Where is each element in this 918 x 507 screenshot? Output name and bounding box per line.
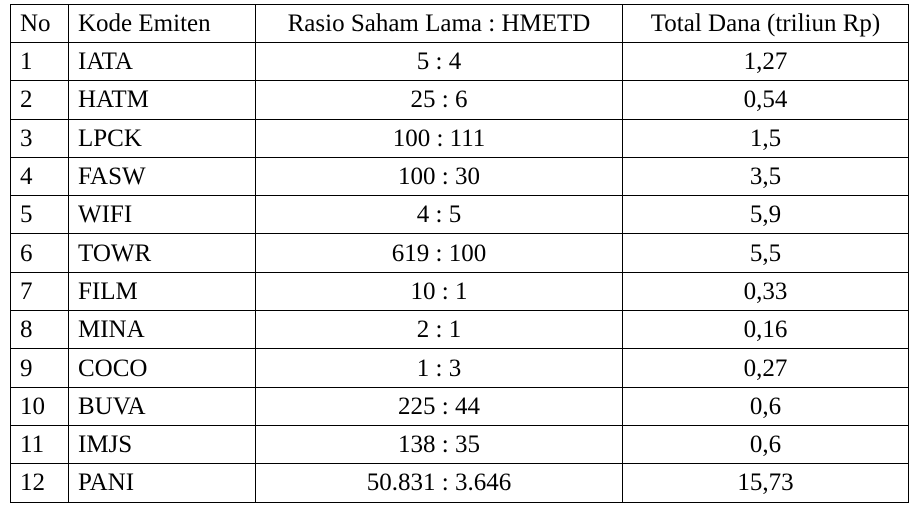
table-cell: 5 bbox=[10, 195, 69, 235]
data-table: No Kode Emiten Rasio Saham Lama : HMETD … bbox=[10, 4, 909, 503]
table-row: 2 HATM 25 : 6 0,54 bbox=[10, 80, 909, 120]
table-cell: 1,5 bbox=[622, 118, 909, 158]
table-row: 1 IATA 5 : 4 1,27 bbox=[10, 41, 909, 82]
table-cell: 0,33 bbox=[622, 271, 909, 312]
table-cell: 3 bbox=[10, 118, 69, 158]
table-cell: 0,6 bbox=[622, 386, 909, 426]
table-body: 1 IATA 5 : 4 1,27 2 HATM 25 : 6 0,54 3 LPCK 100 : … bbox=[10, 41, 909, 503]
table-cell: COCO bbox=[68, 348, 256, 388]
table-row: 10 BUVA 225 : 44 0,6 bbox=[10, 386, 909, 426]
table-cell: 138 : 35 bbox=[255, 424, 623, 465]
table-cell: MINA bbox=[68, 310, 256, 350]
table-cell: 25 : 6 bbox=[255, 80, 623, 120]
table-cell: 9 bbox=[10, 348, 69, 388]
table-cell: 100 : 111 bbox=[255, 118, 623, 158]
header-cell: Total Dana (triliun Rp) bbox=[622, 4, 909, 43]
table-cell: 0,6 bbox=[622, 424, 909, 465]
table-cell: 100 : 30 bbox=[255, 156, 623, 197]
table-cell: 619 : 100 bbox=[255, 233, 623, 273]
table-row: 3 LPCK 100 : 111 1,5 bbox=[10, 118, 909, 158]
table-row: 8 MINA 2 : 1 0,16 bbox=[10, 310, 909, 350]
table-cell: 50.831 : 3.646 bbox=[255, 463, 623, 503]
table-cell: 8 bbox=[10, 310, 69, 350]
table-cell: 2 bbox=[10, 80, 69, 120]
table-cell: 0,27 bbox=[622, 348, 909, 388]
table-cell: 225 : 44 bbox=[255, 386, 623, 426]
table-cell: WIFI bbox=[68, 195, 256, 235]
table-cell: 5,9 bbox=[622, 195, 909, 235]
table-cell: BUVA bbox=[68, 386, 256, 426]
table-cell: LPCK bbox=[68, 118, 256, 158]
table-cell: FASW bbox=[68, 156, 256, 197]
table-cell: 3,5 bbox=[622, 156, 909, 197]
header-cell: Kode Emiten bbox=[68, 4, 256, 43]
table-cell: 15,73 bbox=[622, 463, 909, 503]
table-cell: 1 bbox=[10, 41, 69, 82]
table-cell: 12 bbox=[10, 463, 69, 503]
table-cell: 7 bbox=[10, 271, 69, 312]
table-cell: 0,54 bbox=[622, 80, 909, 120]
table-cell: PANI bbox=[68, 463, 256, 503]
table-cell: 2 : 1 bbox=[255, 310, 623, 350]
table-cell: 1,27 bbox=[622, 41, 909, 82]
table-row: 5 WIFI 4 : 5 5,9 bbox=[10, 195, 909, 235]
table-cell: IATA bbox=[68, 41, 256, 82]
table-cell: FILM bbox=[68, 271, 256, 312]
table-cell: 4 : 5 bbox=[255, 195, 623, 235]
table-cell: 1 : 3 bbox=[255, 348, 623, 388]
table-row: 11 IMJS 138 : 35 0,6 bbox=[10, 424, 909, 465]
table-cell: 11 bbox=[10, 424, 69, 465]
table-cell: TOWR bbox=[68, 233, 256, 273]
table-cell: 4 bbox=[10, 156, 69, 197]
header-cell: No bbox=[10, 4, 69, 43]
table-cell: 5,5 bbox=[622, 233, 909, 273]
table-row: 4 FASW 100 : 30 3,5 bbox=[10, 156, 909, 197]
header-row: No Kode Emiten Rasio Saham Lama : HMETD … bbox=[10, 4, 909, 43]
table-cell: 10 : 1 bbox=[255, 271, 623, 312]
table-header: No Kode Emiten Rasio Saham Lama : HMETD … bbox=[10, 4, 909, 43]
table-cell: 6 bbox=[10, 233, 69, 273]
table-cell: 10 bbox=[10, 386, 69, 426]
table-row: 6 TOWR 619 : 100 5,5 bbox=[10, 233, 909, 273]
table-cell: 0,16 bbox=[622, 310, 909, 350]
table-row: 9 COCO 1 : 3 0,27 bbox=[10, 348, 909, 388]
table-cell: HATM bbox=[68, 80, 256, 120]
table-row: 12 PANI 50.831 : 3.646 15,73 bbox=[10, 463, 909, 503]
table-cell: IMJS bbox=[68, 424, 256, 465]
table-row: 7 FILM 10 : 1 0,33 bbox=[10, 271, 909, 312]
table-cell: 5 : 4 bbox=[255, 41, 623, 82]
header-cell: Rasio Saham Lama : HMETD bbox=[255, 4, 623, 43]
